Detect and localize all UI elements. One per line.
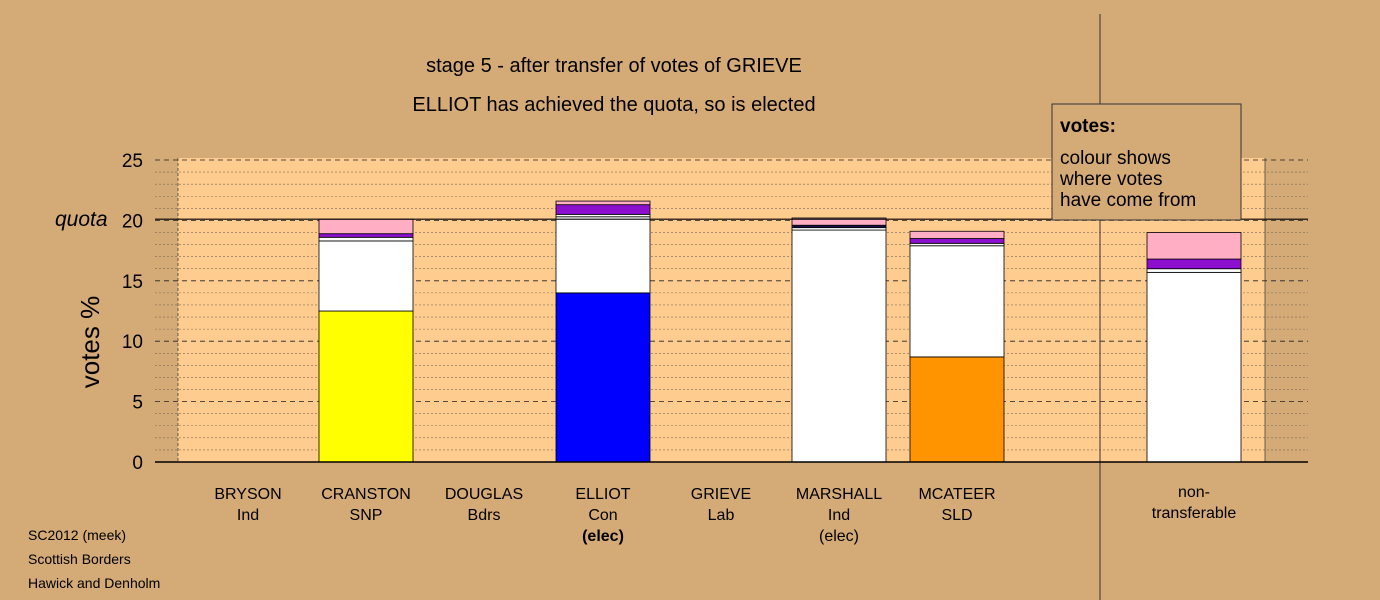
- x-tick-label: Bdrs: [468, 507, 501, 524]
- x-tick-label: (elec): [819, 528, 859, 545]
- bar-nontransferable: [1146, 232, 1242, 463]
- x-tick-label: Ind: [828, 507, 850, 524]
- footer-line: Scottish Borders: [28, 551, 131, 567]
- x-tick-label: ELLIOT: [575, 486, 630, 503]
- y-tick-label: 25: [122, 151, 143, 172]
- bar-segment: [791, 217, 887, 226]
- y-tick-label: 0: [132, 453, 143, 474]
- x-tick-label: (elec): [582, 528, 624, 545]
- bar-elliot: [555, 200, 651, 463]
- y-tick-label: 20: [122, 211, 143, 232]
- x-tick-label: MCATEER: [918, 486, 995, 503]
- bar-marshall: [791, 217, 887, 463]
- bar-segment: [1146, 268, 1242, 273]
- bar-segment: [318, 218, 414, 235]
- x-tick-label: SLD: [941, 507, 972, 524]
- footer-info: SC2012 (meek) Scottish Borders Hawick an…: [28, 527, 160, 591]
- legend-heading: votes:: [1060, 116, 1116, 137]
- x-tick-label: Ind: [237, 507, 259, 524]
- bar-mcateer: [909, 230, 1005, 463]
- bar-segment: [909, 245, 1005, 358]
- legend-box: votes: colour shows where votes have com…: [1051, 103, 1242, 221]
- chart-title: stage 5 - after transfer of votes of GRI…: [426, 55, 802, 77]
- bar-segment: [318, 310, 414, 463]
- bar-segment: [1146, 271, 1242, 463]
- footer-line: SC2012 (meek): [28, 527, 126, 543]
- bar-segment: [555, 216, 651, 294]
- x-tick-label: transferable: [1152, 505, 1237, 522]
- x-tick-label: SNP: [350, 507, 383, 524]
- x-tick-label: non-: [1178, 484, 1210, 501]
- footer-line: Hawick and Denholm: [28, 575, 160, 591]
- bar-segment: [791, 229, 887, 463]
- bar-segment: [555, 200, 651, 206]
- bar-cranston: [318, 218, 414, 463]
- quota-label: quota: [55, 208, 108, 231]
- bar-segment: [555, 292, 651, 463]
- legend-line: colour shows: [1060, 148, 1171, 169]
- legend-line: have come from: [1060, 190, 1196, 211]
- bar-segment: [1146, 232, 1242, 260]
- x-tick-label: GRIEVE: [691, 486, 751, 503]
- bar-segment: [318, 236, 414, 242]
- bar-segment: [909, 356, 1005, 463]
- bar-segment: [555, 204, 651, 215]
- x-tick-label: MARSHALL: [796, 486, 882, 503]
- bar-segment: [318, 233, 414, 238]
- y-tick-label: 5: [132, 393, 143, 414]
- x-tick-label: Con: [588, 507, 617, 524]
- bar-segment: [909, 230, 1005, 239]
- legend-line: where votes: [1059, 169, 1162, 190]
- x-tick-label: Lab: [708, 507, 735, 524]
- y-axis-label: votes %: [75, 296, 105, 389]
- chart-subtitle: ELLIOT has achieved the quota, so is ele…: [412, 94, 815, 116]
- bar-segment: [909, 238, 1005, 244]
- x-tick-label: DOUGLAS: [445, 486, 523, 503]
- bar-segment: [318, 240, 414, 312]
- y-tick-label: 10: [122, 332, 143, 353]
- bar-segment: [1146, 258, 1242, 270]
- x-tick-label: BRYSON: [214, 486, 281, 503]
- x-tick-label: CRANSTON: [321, 486, 411, 503]
- y-tick-label: 15: [122, 272, 143, 293]
